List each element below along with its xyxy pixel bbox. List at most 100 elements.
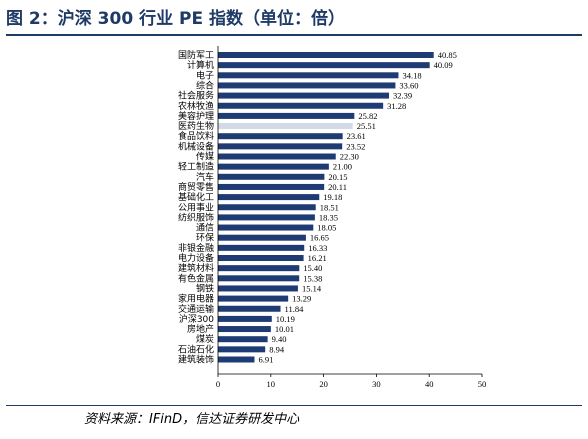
- category-label: 家用电器: [178, 293, 214, 305]
- category-label: 汽车: [196, 171, 214, 183]
- value-label: 20.11: [328, 182, 347, 192]
- bar: [218, 183, 325, 190]
- value-label: 11.84: [285, 304, 305, 314]
- value-label: 40.85: [438, 50, 457, 60]
- bar: [218, 305, 281, 312]
- source-note: 资料来源：IFinD，信达证券研发中心: [84, 412, 300, 427]
- pe-bar-chart: 国防军工 40.85 计算机 40.09 电子 34.18 综合 33.60 社会服务 32.39…: [178, 46, 486, 389]
- bar: [218, 265, 300, 272]
- value-label: 15.40: [303, 263, 322, 273]
- category-label: 煤炭: [196, 333, 214, 345]
- value-label: 33.60: [399, 80, 418, 90]
- chart-title: 图 2：沪深 300 行业 PE 指数（单位：倍）: [6, 9, 345, 29]
- value-label: 23.61: [347, 131, 366, 141]
- category-label: 非银金融: [178, 242, 214, 254]
- value-label: 20.15: [328, 172, 347, 182]
- bar: [218, 82, 396, 89]
- x-axis: 0 10 20 30 40 50: [216, 46, 486, 389]
- category-label: 建筑材料: [178, 262, 214, 274]
- value-label: 18.05: [317, 223, 336, 233]
- value-label: 25.82: [358, 111, 377, 121]
- value-label: 22.30: [340, 152, 359, 162]
- bar: [218, 315, 272, 322]
- bar: [218, 52, 434, 58]
- value-label: 25.51: [357, 121, 376, 131]
- category-label: 房地产: [187, 323, 214, 335]
- bar: [218, 102, 384, 109]
- bar: [218, 346, 266, 353]
- value-label: 10.19: [276, 314, 295, 324]
- bar: [218, 123, 353, 130]
- bar: [218, 244, 305, 251]
- value-label: 10.01: [275, 324, 294, 334]
- bar: [218, 295, 289, 302]
- bar: [218, 255, 304, 261]
- category-label: 沪深300: [179, 313, 214, 325]
- bar: [218, 163, 329, 170]
- bar: [218, 204, 316, 211]
- source-divider: [6, 405, 582, 406]
- category-label: 计算机: [187, 59, 214, 71]
- value-label: 34.18: [402, 70, 421, 80]
- category-label: 电子: [196, 69, 214, 81]
- value-label: 23.52: [346, 141, 365, 151]
- x-tick-label: 10: [267, 379, 276, 389]
- bar: [218, 356, 255, 363]
- value-label: 18.51: [320, 202, 339, 212]
- x-tick-label: 20: [319, 379, 328, 389]
- x-tick-label: 0: [216, 379, 220, 389]
- value-label: 8.94: [269, 344, 285, 354]
- bar: [218, 133, 343, 140]
- bar: [218, 285, 298, 292]
- bar: [218, 112, 355, 119]
- value-label: 16.21: [308, 253, 327, 263]
- category-label: 钢铁: [196, 282, 214, 294]
- value-label: 19.18: [323, 192, 342, 202]
- title-divider: [6, 34, 582, 36]
- value-label: 16.65: [310, 233, 329, 243]
- value-label: 13.29: [292, 294, 311, 304]
- category-label: 基础化工: [178, 191, 214, 203]
- category-label: 纺织服饰: [178, 211, 214, 223]
- category-label: 食品饮料: [178, 130, 214, 142]
- bar: [218, 153, 336, 160]
- value-label: 21.00: [333, 162, 352, 172]
- bar: [218, 234, 306, 241]
- value-label: 31.28: [387, 101, 406, 111]
- value-label: 15.38: [303, 273, 322, 283]
- bar: [218, 143, 343, 150]
- category-label: 传媒: [196, 151, 214, 163]
- category-label: 商贸零售: [178, 181, 214, 193]
- category-label: 农林牧渔: [178, 100, 214, 112]
- bar: [218, 214, 315, 221]
- bar: [218, 92, 390, 99]
- category-label: 建筑装饰: [178, 354, 214, 366]
- category-label: 石油石化: [178, 343, 214, 355]
- category-label: 电力设备: [178, 252, 214, 264]
- bar: [218, 72, 399, 79]
- bars-layer: 国防军工 40.85 计算机 40.09 电子 34.18 综合 33.60 社会服务 32.39…: [178, 49, 457, 366]
- bar: [218, 173, 325, 180]
- category-label: 轻工制造: [178, 161, 214, 173]
- category-label: 综合: [196, 79, 214, 91]
- category-label: 国防军工: [178, 49, 214, 61]
- x-tick-label: 40: [425, 379, 434, 389]
- category-label: 美容护理: [178, 110, 214, 122]
- value-label: 32.39: [393, 91, 412, 101]
- x-tick-label: 30: [372, 379, 381, 389]
- category-label: 医药生物: [178, 120, 214, 132]
- bar: [218, 224, 314, 231]
- value-label: 15.14: [302, 283, 322, 293]
- category-label: 公用事业: [178, 201, 214, 213]
- x-tick-label: 50: [478, 379, 487, 389]
- bar: [218, 275, 300, 282]
- category-label: 有色金属: [178, 272, 214, 284]
- bar: [218, 194, 320, 201]
- category-label: 通信: [196, 222, 214, 234]
- value-label: 18.35: [319, 212, 338, 222]
- category-label: 社会服务: [178, 90, 214, 102]
- category-label: 环保: [196, 232, 214, 244]
- bar: [218, 62, 430, 69]
- bar: [218, 326, 271, 333]
- category-label: 交通运输: [178, 303, 214, 315]
